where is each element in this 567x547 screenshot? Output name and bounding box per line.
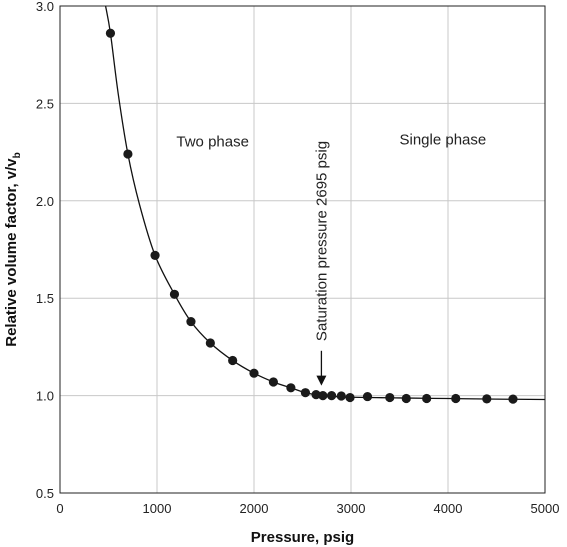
data-point — [228, 355, 238, 366]
data-point — [336, 391, 346, 401]
data-point — [186, 316, 196, 327]
data-point — [401, 393, 411, 404]
data-point — [327, 391, 337, 401]
x-tick-label: 2000 — [240, 501, 269, 516]
x-tick-label: 1000 — [143, 501, 172, 516]
y-tick-label: 2.5 — [36, 96, 54, 111]
data-point — [286, 383, 296, 393]
data-point — [311, 390, 321, 400]
y-tick-label: 1.5 — [36, 291, 54, 306]
data-point — [123, 149, 133, 159]
data-points-layer — [105, 28, 518, 404]
data-point — [422, 393, 432, 404]
y-axis-title-main: Relative volume factor, v/v — [3, 158, 20, 347]
data-point — [249, 368, 259, 378]
data-point — [300, 388, 311, 398]
data-point — [105, 28, 116, 38]
x-tick-label: 3000 — [337, 501, 366, 516]
data-point — [508, 394, 518, 404]
plot-frame — [59, 5, 546, 494]
saturation-pressure-label: Saturation pressure 2695 psig — [313, 141, 330, 341]
y-tick-label: 0.5 — [36, 486, 54, 501]
axis-ticks: 0 1000 2000 3000 4000 5000 0.5 1.0 1.5 2.0 2.5 3.0 — [36, 0, 560, 516]
data-point — [268, 377, 278, 387]
y-tick-label: 2.0 — [36, 194, 54, 209]
data-point — [451, 393, 461, 404]
y-tick-label: 1.0 — [36, 389, 54, 404]
data-point — [150, 250, 160, 260]
grid-lines — [60, 6, 545, 493]
x-axis-title: Pressure, psig — [251, 529, 354, 546]
two-phase-label: Two phase — [176, 133, 249, 150]
y-axis-title: Relative volume factor, v/vb — [3, 152, 23, 347]
data-point — [362, 391, 373, 402]
x-tick-label: 0 — [56, 501, 63, 516]
single-phase-label: Single phase — [400, 131, 487, 148]
data-point — [385, 392, 395, 403]
data-point — [318, 391, 328, 401]
data-point — [482, 394, 492, 404]
fit-curve-layer — [104, 5, 546, 401]
fit-curve — [104, 5, 546, 401]
data-point — [169, 289, 180, 299]
saturation-arrow-head — [316, 375, 327, 386]
data-point — [205, 338, 215, 348]
saturation-arrow — [316, 350, 327, 386]
x-tick-label: 4000 — [434, 501, 463, 516]
y-tick-label: 3.0 — [36, 0, 54, 14]
y-axis-title-subscript: b — [12, 152, 23, 158]
x-tick-label: 5000 — [531, 501, 560, 516]
data-point — [345, 392, 355, 403]
